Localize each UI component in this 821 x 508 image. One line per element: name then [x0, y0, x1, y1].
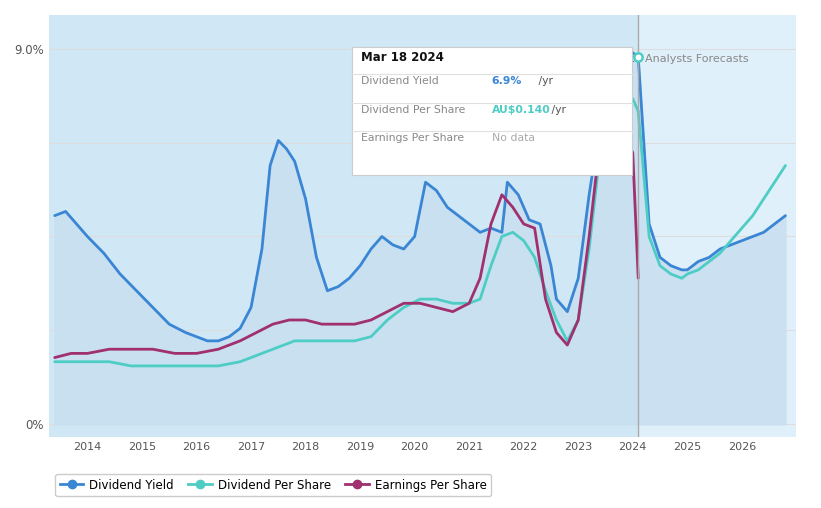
Text: 6.9%: 6.9%: [492, 76, 522, 86]
Text: /yr: /yr: [535, 76, 553, 86]
Bar: [638, 15, 796, 437]
Text: Earnings Per Share: Earnings Per Share: [360, 133, 464, 143]
Text: Dividend Per Share: Dividend Per Share: [360, 105, 466, 115]
Text: Analysts Forecasts: Analysts Forecasts: [644, 54, 749, 64]
FancyBboxPatch shape: [352, 47, 632, 175]
Text: Dividend Yield: Dividend Yield: [360, 76, 438, 86]
Text: Past: Past: [612, 54, 635, 64]
Bar: [49, 15, 638, 437]
Legend: Dividend Yield, Dividend Per Share, Earnings Per Share: Dividend Yield, Dividend Per Share, Earn…: [55, 474, 491, 496]
Text: No data: No data: [492, 133, 534, 143]
Text: /yr: /yr: [548, 105, 566, 115]
Text: Mar 18 2024: Mar 18 2024: [360, 51, 443, 64]
Text: AU$0.140: AU$0.140: [492, 105, 550, 115]
